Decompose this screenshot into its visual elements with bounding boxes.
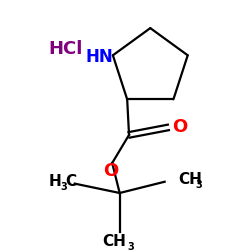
Text: CH: CH [178,172,202,187]
Text: O: O [103,162,118,180]
Text: C: C [66,174,76,189]
Text: O: O [172,118,187,136]
Text: CH: CH [102,234,126,249]
Text: 3: 3 [60,182,67,192]
Text: 3: 3 [196,180,202,190]
Text: HCl: HCl [49,40,83,58]
Text: H: H [49,174,62,189]
Text: HN: HN [86,48,114,66]
Text: 3: 3 [128,242,134,250]
